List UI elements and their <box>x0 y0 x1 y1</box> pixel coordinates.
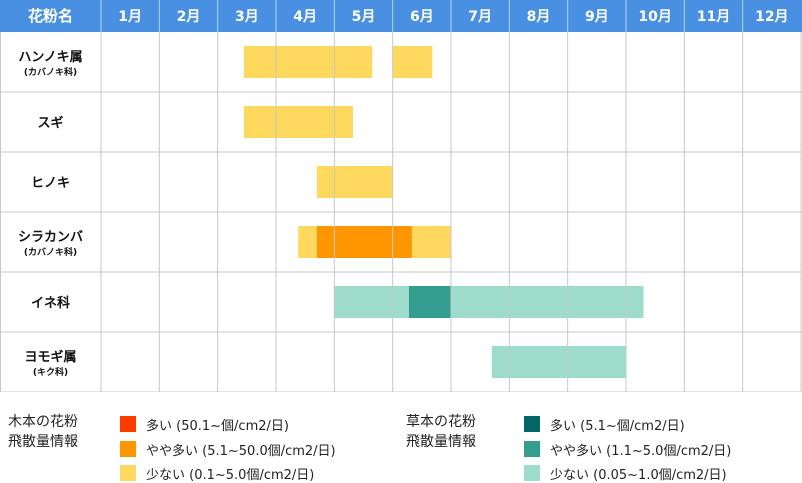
tree-high-swatch <box>120 416 136 432</box>
tree-legend-label-low: 少ない (0.1~5.0個/cm2/日) <box>146 467 315 483</box>
month-label-3: 3月 <box>235 9 259 25</box>
row-label-3: ヒノキ <box>31 176 70 191</box>
bar-5-3 <box>451 286 644 318</box>
month-label-11: 11月 <box>697 9 730 25</box>
month-label-6: 6月 <box>410 9 434 25</box>
grass-mid-swatch <box>524 441 540 457</box>
month-label-5: 5月 <box>352 9 376 25</box>
bar-1-2 <box>392 46 433 78</box>
month-label-9: 9月 <box>585 9 609 25</box>
row-label-2: スギ <box>37 115 63 131</box>
tree-legend-item-mid: やや多い (5.1~50.0個/cm2/日) <box>120 439 336 459</box>
row-sublabel-4: (カバノキ科) <box>24 246 77 258</box>
tree-legend-item-low: 少ない (0.1~5.0個/cm2/日) <box>120 463 314 483</box>
grass-high-swatch <box>524 416 540 432</box>
month-label-2: 2月 <box>177 9 201 25</box>
bar-2-1 <box>243 106 353 138</box>
bar-6-1 <box>491 346 626 378</box>
bar-4-1 <box>298 226 317 258</box>
month-label-12: 12月 <box>755 9 788 25</box>
month-label-7: 7月 <box>468 9 492 25</box>
grass-legend-label-low: 少ない (0.05~1.0個/cm2/日) <box>550 467 727 483</box>
row-sublabel-1: (カバノキ科) <box>24 66 77 78</box>
tree-mid-swatch <box>120 441 136 457</box>
grass-low-swatch <box>524 465 540 481</box>
tree-legend-item-high: 多い (50.1~個/cm2/日) <box>120 414 289 434</box>
grass-legend-item-mid: やや多い (1.1~5.0個/cm2/日) <box>524 439 731 459</box>
tree-legend-label-mid: やや多い (5.1~50.0個/cm2/日) <box>146 443 336 459</box>
pollen-calendar-chart: 花粉名 1月 2月 3月 4月 5月 6月 7月 8月 9月 10月 11月 12月ハンノキ属(カバノキ… <box>0 0 802 392</box>
grass-legend-label-mid: やや多い (1.1~5.0個/cm2/日) <box>550 443 732 459</box>
bar-3-1 <box>316 166 393 198</box>
month-label-1: 1月 <box>118 9 142 25</box>
row-label-4: シラカンバ <box>18 230 83 245</box>
grass-legend-title: 草本の花粉 飛散量情報 <box>406 414 476 450</box>
month-label-8: 8月 <box>527 9 551 25</box>
row-label-6: ヨモギ属 <box>24 349 76 365</box>
tree-legend-label-high: 多い (50.1~個/cm2/日) <box>146 418 289 434</box>
header-bar <box>0 0 802 32</box>
month-label-4: 4月 <box>293 9 317 25</box>
row-sublabel-6: (キク科) <box>33 366 68 378</box>
bar-5-1 <box>334 286 409 318</box>
grass-legend-item-high: 多い (5.1~個/cm2/日) <box>524 414 685 434</box>
tree-low-swatch <box>120 465 136 481</box>
month-label-10: 10月 <box>638 9 671 25</box>
grass-legend-item-low: 少ない (0.05~1.0個/cm2/日) <box>524 463 727 483</box>
bar-4-3 <box>411 226 451 258</box>
grass-legend-label-high: 多い (5.1~個/cm2/日) <box>550 418 685 434</box>
bar-5-2 <box>409 286 451 318</box>
row-label-1: ハンノキ属 <box>18 50 82 65</box>
bar-1-1 <box>243 46 373 78</box>
row-label-5: イネ科 <box>31 295 70 311</box>
tree-legend-title: 木本の花粉 飛散量情報 <box>8 414 78 450</box>
header-pollen-name: 花粉名 <box>28 7 73 25</box>
bar-4-2 <box>316 226 412 258</box>
